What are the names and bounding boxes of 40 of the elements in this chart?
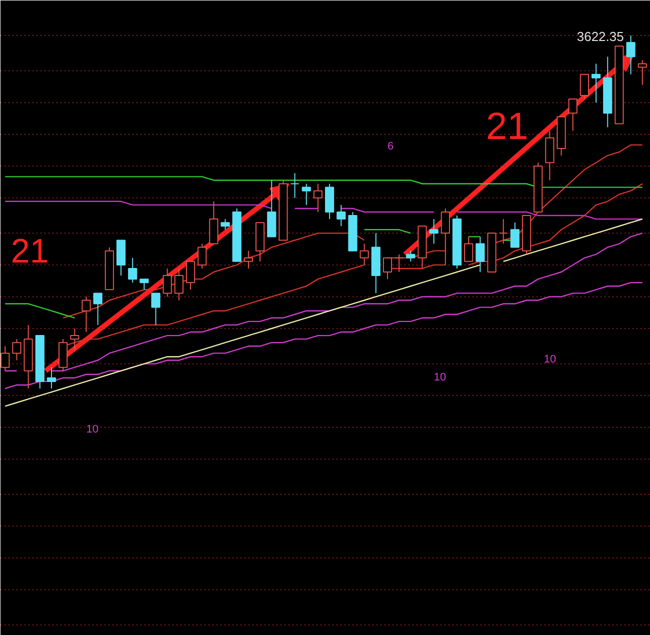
annotation: 10 xyxy=(544,354,556,366)
candlestick xyxy=(186,260,196,290)
candlestick xyxy=(162,268,172,298)
candlestick xyxy=(244,250,254,269)
candlestick xyxy=(302,183,311,206)
candlestick xyxy=(440,208,450,266)
candlestick xyxy=(360,243,369,266)
candlestick xyxy=(220,218,230,230)
candlestick xyxy=(626,35,636,75)
candlestick xyxy=(429,218,438,244)
candlestick xyxy=(128,257,138,284)
candlestick xyxy=(568,98,578,132)
candlestick xyxy=(290,172,300,198)
candlestick xyxy=(46,366,56,389)
candlestick xyxy=(93,292,102,326)
candlestick xyxy=(12,338,22,361)
candlestick xyxy=(406,250,416,262)
candlestick xyxy=(382,257,392,280)
candlestick xyxy=(510,222,520,248)
candlestick xyxy=(313,183,323,212)
annotation: 3622.35 xyxy=(576,29,624,44)
candlestick xyxy=(498,218,508,244)
candlestick xyxy=(464,236,474,262)
candlestick xyxy=(174,268,184,301)
annotation: 6 xyxy=(387,140,394,152)
annotation: 21 xyxy=(10,232,49,270)
annotation: 10 xyxy=(434,372,446,384)
candlestick xyxy=(394,254,404,273)
candlestick xyxy=(151,292,160,326)
candlestick xyxy=(476,236,485,273)
candlestick xyxy=(140,278,149,290)
candlestick xyxy=(70,328,80,350)
candlestick xyxy=(580,74,590,100)
text: 10 xyxy=(86,424,98,436)
candlestick xyxy=(638,60,647,86)
candlestick xyxy=(82,296,91,333)
candlestick xyxy=(591,63,601,104)
candlestick xyxy=(336,204,346,227)
candlestick xyxy=(198,243,207,269)
annotation: 21 xyxy=(486,106,528,148)
